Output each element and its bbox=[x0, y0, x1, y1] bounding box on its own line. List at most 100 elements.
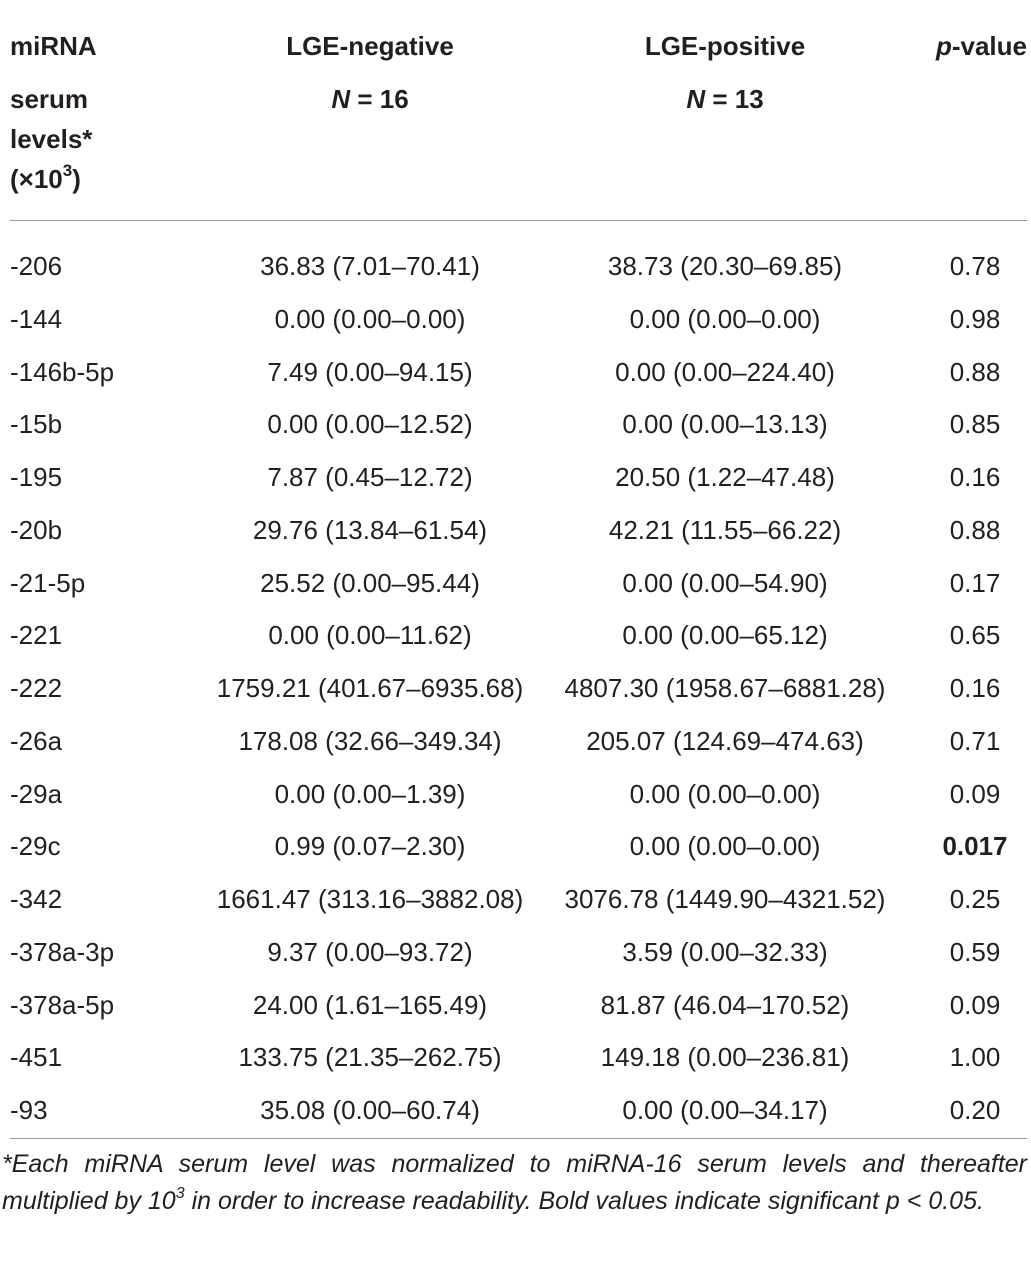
lge-positive-cell: 205.07 (124.69–474.63) bbox=[586, 725, 864, 756]
lge-negative-cell: 1661.47 (313.16–3882.08) bbox=[216, 884, 524, 914]
mirna-cell: -20b bbox=[10, 514, 63, 545]
lge-positive-cell: 0.00 (0.00–65.12) bbox=[622, 620, 828, 651]
table-bottom-divider bbox=[10, 1138, 1027, 1139]
lge-positive-cell: 3076.78 (1449.90–4321.52) bbox=[564, 884, 886, 914]
table-row: -146b-5p 7.49 (0.00–94.15) 0.00 (0.00–224.… bbox=[0, 346, 1031, 399]
lge-positive-cell: 42.21 (11.55–66.22) bbox=[608, 514, 842, 545]
col-header-mirna-line1: miRNA bbox=[10, 31, 97, 61]
lge-positive-cell: 38.73 (20.30–69.85) bbox=[607, 251, 843, 281]
lge-negative-cell: 9.37 (0.00–93.72) bbox=[267, 936, 473, 967]
mirna-cell: -93 bbox=[10, 1095, 48, 1125]
table-row: -20b 29.76 (13.84–61.54) 42.21 (11.55–66.2… bbox=[0, 504, 1031, 557]
lge-negative-cell: 24.00 (1.61–165.49) bbox=[252, 989, 488, 1020]
table-row: -29c 0.99 (0.07–2.30) 0.00 (0.00–0.00) 0.01… bbox=[0, 820, 1031, 873]
n-label: N bbox=[331, 84, 351, 114]
col-header-lge-negative-n: N = 16 bbox=[175, 79, 565, 119]
col-header-lge-negative: LGE-negative bbox=[286, 31, 454, 61]
table-row: -21-5p 25.52 (0.00–95.44) 0.00 (0.00–54.90… bbox=[0, 557, 1031, 610]
mirna-cell: -378a-5p bbox=[10, 989, 115, 1020]
lge-negative-cell: 7.49 (0.00–94.15) bbox=[267, 356, 473, 387]
p-value-cell: 0.09 bbox=[949, 989, 1001, 1020]
table-row: -15b 0.00 (0.00–12.52) 0.00 (0.00–13.13) 0.… bbox=[0, 398, 1031, 451]
lge-negative-cell: 0.99 (0.07–2.30) bbox=[274, 831, 466, 862]
lge-positive-cell: 0.00 (0.00–54.90) bbox=[622, 567, 828, 598]
mirna-cell: -26a bbox=[10, 725, 63, 756]
lge-negative-cell: 25.52 (0.00–95.44) bbox=[260, 567, 480, 598]
col-header-mirna-line2: serum bbox=[10, 84, 89, 114]
mirna-cell: -195 bbox=[10, 462, 63, 492]
lge-negative-cell: 133.75 (21.35–262.75) bbox=[238, 1042, 502, 1073]
lge-negative-cell: 0.00 (0.00–11.62) bbox=[268, 620, 472, 651]
col-header-p-value: p-value bbox=[936, 26, 1027, 66]
col-header-mirna-line4-exp: 3 bbox=[62, 161, 73, 180]
mirna-cell: -146b-5p bbox=[10, 356, 115, 387]
footnote-part1: *Each miRNA serum level was normalized t… bbox=[2, 1150, 1027, 1215]
mirna-cell: -15b bbox=[10, 409, 63, 440]
p-value-cell: 0.25 bbox=[949, 884, 1001, 914]
p-value-cell: 0.88 bbox=[949, 514, 1001, 545]
table-row: -222 1759.21 (401.67–6935.68) 4807.30 (195… bbox=[0, 662, 1031, 715]
lge-positive-cell: 0.00 (0.00–0.00) bbox=[629, 831, 821, 862]
n-label: N bbox=[686, 84, 706, 114]
table-row: -378a-3p 9.37 (0.00–93.72) 3.59 (0.00–32.3… bbox=[0, 926, 1031, 979]
header-divider bbox=[10, 220, 1027, 221]
lge-negative-cell: 35.08 (0.00–60.74) bbox=[260, 1095, 480, 1125]
mirna-cell: -144 bbox=[10, 303, 63, 334]
table-row: -93 35.08 (0.00–60.74) 0.00 (0.00–34.17) 0.… bbox=[0, 1084, 1031, 1137]
p-value-cell: 0.20 bbox=[949, 1095, 1001, 1125]
table-row: -26a 178.08 (32.66–349.34) 205.07 (124.69–… bbox=[0, 715, 1031, 768]
table-footnote: *Each miRNA serum level was normalized t… bbox=[2, 1146, 1027, 1220]
p-value-cell: 0.16 bbox=[949, 462, 1001, 492]
lge-negative-cell: 36.83 (7.01–70.41) bbox=[260, 251, 480, 281]
table-row: -144 0.00 (0.00–0.00) 0.00 (0.00–0.00) 0.98 bbox=[0, 293, 1031, 346]
p-value-cell: 0.78 bbox=[949, 251, 1001, 281]
n-value: = 13 bbox=[705, 84, 764, 114]
p-value-cell: 0.09 bbox=[949, 778, 1001, 809]
p-value-cell: 0.88 bbox=[949, 356, 1001, 387]
p-value-cell: 0.85 bbox=[949, 409, 1001, 440]
col-header-mirna: miRNA bbox=[10, 26, 97, 66]
lge-positive-cell: 0.00 (0.00–0.00) bbox=[629, 778, 821, 809]
lge-positive-cell: 0.00 (0.00–0.00) bbox=[629, 303, 821, 334]
lge-positive-cell: 0.00 (0.00–224.40) bbox=[615, 356, 835, 387]
lge-negative-cell: 0.00 (0.00–0.00) bbox=[274, 303, 466, 334]
col-header-mirna-line4-prefix: (×10 bbox=[10, 164, 63, 194]
p-value-cell: 0.71 bbox=[949, 725, 1001, 756]
p-suffix: -value bbox=[951, 31, 1027, 61]
lge-positive-cell: 149.18 (0.00–236.81) bbox=[600, 1042, 850, 1073]
lge-negative-cell: 0.00 (0.00–1.39) bbox=[274, 778, 466, 809]
p-value-cell: 0.16 bbox=[949, 673, 1001, 703]
p-value-cell: 0.017 bbox=[942, 831, 1008, 862]
mirna-cell: -221 bbox=[10, 620, 63, 651]
table-row: -221 0.00 (0.00–11.62) 0.00 (0.00–65.12) 0.… bbox=[0, 609, 1031, 662]
mirna-cell: -342 bbox=[10, 884, 63, 914]
p-value-cell: 0.65 bbox=[949, 620, 1001, 651]
n-value: = 16 bbox=[350, 84, 409, 114]
table-row: -195 7.87 (0.45–12.72) 20.50 (1.22–47.48) 0… bbox=[0, 451, 1031, 504]
footnote-part2: in order to increase readability. Bold v… bbox=[184, 1187, 984, 1215]
mirna-cell: -222 bbox=[10, 673, 63, 703]
lge-positive-cell: 3.59 (0.00–32.33) bbox=[622, 936, 828, 967]
mirna-cell: -451 bbox=[10, 1042, 63, 1073]
lge-negative-cell: 1759.21 (401.67–6935.68) bbox=[216, 673, 524, 703]
mirna-cell: -29c bbox=[10, 831, 61, 862]
col-header-mirna-line3: levels* bbox=[10, 124, 93, 154]
col-header-lge-positive: LGE-positive bbox=[644, 31, 806, 61]
p-value-cell: 0.17 bbox=[949, 567, 1001, 598]
col-header-mirna-line4: (×103) bbox=[10, 159, 92, 199]
lge-negative-cell: 7.87 (0.45–12.72) bbox=[267, 462, 473, 492]
lge-positive-cell: 0.00 (0.00–13.13) bbox=[622, 409, 828, 440]
table-row: -206 36.83 (7.01–70.41) 38.73 (20.30–69.85… bbox=[0, 240, 1031, 293]
p-value-cell: 0.98 bbox=[949, 303, 1001, 334]
lge-negative-cell: 178.08 (32.66–349.34) bbox=[238, 725, 502, 756]
mirna-cell: -378a-3p bbox=[10, 936, 115, 967]
table-row: -29a 0.00 (0.00–1.39) 0.00 (0.00–0.00) 0.09 bbox=[0, 768, 1031, 821]
table-row: -451 133.75 (21.35–262.75) 149.18 (0.00–23… bbox=[0, 1031, 1031, 1084]
col-header-lge-positive-n: N = 13 bbox=[540, 79, 910, 119]
table-row: -342 1661.47 (313.16–3882.08) 3076.78 (144… bbox=[0, 873, 1031, 926]
p-label: p bbox=[935, 31, 952, 61]
col-header-mirna-line4-suffix: ) bbox=[72, 164, 81, 194]
p-value-cell: 1.00 bbox=[949, 1042, 1001, 1073]
lge-positive-cell: 20.50 (1.22–47.48) bbox=[615, 462, 835, 492]
